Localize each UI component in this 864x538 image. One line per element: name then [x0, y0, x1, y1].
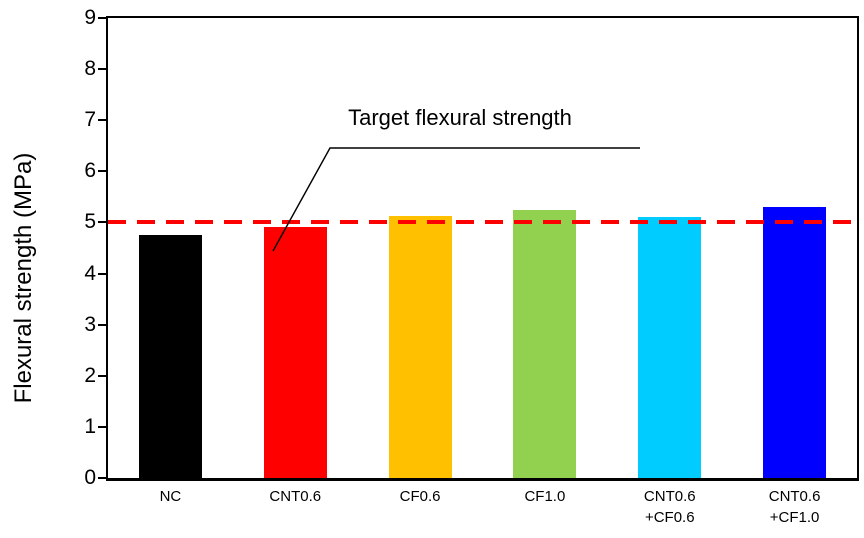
x-label-cnt0.6-cf0.6: CNT0.6 +CF0.6 — [643, 488, 696, 526]
y-tick-mark-2 — [98, 374, 106, 377]
y-tick-mark-3 — [98, 323, 106, 326]
y-tick-mark-1 — [98, 425, 106, 428]
annotation-target-flexural-strength: Target flexural strength — [348, 105, 572, 130]
bar-cnt0.6-cf0.6 — [638, 217, 702, 478]
y-tick-label-5: 5 — [84, 210, 96, 234]
y-tick-label-4: 4 — [84, 261, 96, 285]
plot-area — [106, 16, 859, 481]
x-label-cnt0.6: CNT0.6 — [269, 488, 322, 505]
target-line — [108, 220, 857, 225]
y-tick-mark-5 — [98, 221, 106, 224]
bar-cnt0.6 — [263, 226, 327, 478]
y-tick-mark-4 — [98, 272, 106, 275]
y-tick-mark-7 — [98, 119, 106, 122]
bar-cnt0.6-cf1.0 — [763, 207, 827, 478]
bar-cf1.0 — [513, 209, 577, 478]
x-label-cf0.6: CF0.6 — [399, 488, 441, 505]
y-tick-label-3: 3 — [84, 312, 96, 336]
y-axis-title: Flexural strength (MPa) — [10, 152, 37, 404]
x-label-cnt0.6-cf1.0: CNT0.6 +CF1.0 — [768, 488, 821, 526]
y-tick-mark-6 — [98, 170, 106, 173]
y-tick-label-8: 8 — [84, 57, 96, 81]
y-tick-label-1: 1 — [84, 414, 96, 438]
y-tick-label-9: 9 — [84, 6, 96, 29]
y-tick-label-2: 2 — [84, 363, 96, 387]
x-label-cf1.0: CF1.0 — [524, 488, 566, 505]
y-tick-label-6: 6 — [84, 159, 96, 183]
y-tick-label-0: 0 — [84, 466, 96, 489]
bar-cf0.6 — [388, 216, 452, 478]
bar-nc — [138, 235, 202, 478]
y-tick-mark-0 — [98, 477, 106, 479]
y-tick-mark-9 — [98, 17, 106, 19]
y-tick-mark-8 — [98, 68, 106, 71]
y-tick-label-7: 7 — [84, 108, 96, 132]
x-label-nc: NC — [159, 488, 182, 505]
